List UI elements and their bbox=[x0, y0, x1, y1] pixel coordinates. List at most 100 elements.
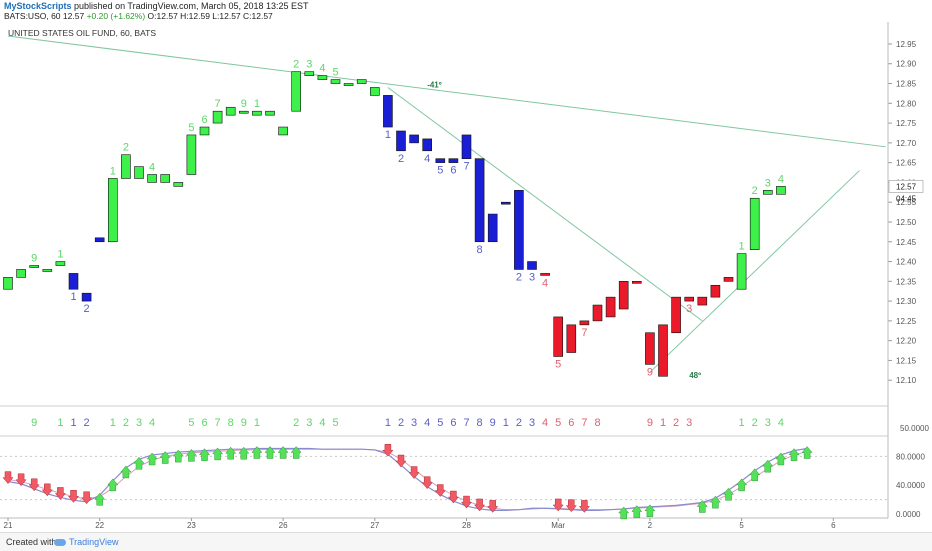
candle[interactable] bbox=[68, 273, 79, 290]
buy-arrow bbox=[709, 495, 721, 509]
bar-countdown: 04:45 bbox=[896, 194, 917, 203]
oscillator-line[interactable] bbox=[7, 447, 808, 511]
price-tick-label: 12.90 bbox=[896, 60, 917, 69]
candle[interactable] bbox=[422, 138, 433, 152]
candles[interactable] bbox=[3, 71, 786, 377]
time-tick-label: 6 bbox=[831, 521, 836, 530]
candle-count-label: 1 bbox=[739, 241, 745, 253]
candle[interactable] bbox=[684, 296, 695, 302]
candle[interactable] bbox=[173, 182, 184, 187]
candle[interactable] bbox=[343, 83, 354, 86]
author-link[interactable]: MyStockScripts bbox=[4, 1, 72, 11]
candle[interactable] bbox=[81, 292, 92, 302]
sell-arrow bbox=[67, 490, 80, 503]
candle[interactable] bbox=[94, 237, 105, 243]
candle[interactable] bbox=[16, 269, 26, 278]
candle[interactable] bbox=[776, 186, 786, 195]
sell-arrow bbox=[447, 490, 459, 504]
candle[interactable] bbox=[225, 106, 236, 116]
candle[interactable] bbox=[487, 213, 498, 243]
candle[interactable] bbox=[566, 324, 577, 353]
candle[interactable] bbox=[108, 178, 118, 243]
candle[interactable] bbox=[317, 75, 328, 80]
candle[interactable] bbox=[29, 265, 40, 268]
candle[interactable] bbox=[186, 134, 197, 175]
candle[interactable] bbox=[527, 261, 537, 270]
candle[interactable] bbox=[199, 126, 210, 136]
candle[interactable] bbox=[553, 316, 564, 357]
candle[interactable] bbox=[645, 332, 655, 365]
candle[interactable] bbox=[723, 277, 734, 282]
candle[interactable] bbox=[304, 71, 315, 76]
candle[interactable] bbox=[369, 87, 380, 96]
candle[interactable] bbox=[409, 134, 419, 144]
candle[interactable] bbox=[671, 296, 681, 334]
candle[interactable] bbox=[461, 134, 472, 159]
candle[interactable] bbox=[435, 158, 446, 163]
candle[interactable] bbox=[710, 284, 721, 298]
setup-count: 3 bbox=[765, 417, 771, 429]
candle[interactable] bbox=[762, 190, 773, 195]
candle-count-label: 3 bbox=[306, 59, 312, 71]
trendline[interactable] bbox=[387, 87, 703, 322]
candle[interactable] bbox=[514, 190, 524, 270]
setup-count: 6 bbox=[450, 417, 456, 429]
candle[interactable] bbox=[605, 296, 616, 318]
candle-count-label: 9 bbox=[241, 98, 247, 110]
sell-arrow bbox=[421, 476, 433, 490]
candle[interactable] bbox=[592, 304, 603, 322]
setup-count: 5 bbox=[188, 417, 194, 429]
candle[interactable] bbox=[383, 95, 393, 128]
price-tick-label: 12.95 bbox=[896, 40, 917, 49]
oscillator-pane[interactable]: 80.0000 40.0000 0.0000 bbox=[0, 443, 925, 520]
candle[interactable] bbox=[697, 296, 708, 306]
price-tick-label: 12.85 bbox=[896, 80, 917, 89]
chart-canvas[interactable]: UNITED STATES OIL FUND, 60, BATS 12.9512… bbox=[0, 0, 932, 532]
candle[interactable] bbox=[540, 273, 550, 276]
buy-arrow bbox=[159, 451, 171, 464]
candle[interactable] bbox=[500, 201, 511, 205]
candle[interactable] bbox=[579, 320, 590, 326]
symbol-label: BATS:USO, 60 bbox=[4, 11, 61, 21]
candle[interactable] bbox=[160, 174, 170, 183]
tradingview-logo[interactable]: TradingView bbox=[54, 537, 119, 547]
candle[interactable] bbox=[356, 79, 367, 84]
candle[interactable] bbox=[631, 281, 642, 284]
candle[interactable] bbox=[278, 126, 288, 136]
trendline[interactable] bbox=[649, 170, 860, 373]
sell-arrow bbox=[2, 471, 14, 484]
candle-count-label: 6 bbox=[201, 114, 207, 126]
candle[interactable] bbox=[396, 130, 406, 152]
candle-count-label: 4 bbox=[149, 162, 155, 174]
price-tick-label: 12.20 bbox=[896, 337, 917, 346]
trendlines[interactable]: -41º 48º bbox=[7, 35, 886, 380]
candle[interactable] bbox=[121, 154, 131, 179]
candle[interactable] bbox=[291, 71, 302, 112]
candle[interactable] bbox=[212, 110, 223, 124]
candle[interactable] bbox=[134, 166, 144, 179]
buy-arrow bbox=[238, 446, 250, 460]
candle[interactable] bbox=[239, 110, 249, 114]
candle[interactable] bbox=[55, 261, 66, 266]
candle[interactable] bbox=[749, 197, 760, 250]
setup-count: 2 bbox=[293, 417, 299, 429]
price-axis[interactable]: 12.9512.9012.8512.8012.7512.7012.6512.60… bbox=[888, 40, 917, 385]
candle[interactable] bbox=[252, 110, 262, 116]
time-axis[interactable]: 21 22 23 26 27 28 Mar 2 5 6 bbox=[4, 518, 837, 530]
setup-count: 6 bbox=[568, 417, 574, 429]
candle[interactable] bbox=[618, 281, 629, 310]
candle[interactable] bbox=[448, 158, 459, 163]
candle[interactable] bbox=[658, 324, 668, 377]
candle[interactable] bbox=[265, 110, 275, 116]
buy-arrow bbox=[120, 465, 132, 479]
candle[interactable] bbox=[42, 269, 53, 272]
sell-arrow bbox=[395, 454, 407, 468]
trendline[interactable] bbox=[7, 35, 886, 148]
setup-count: 3 bbox=[686, 417, 692, 429]
candle[interactable] bbox=[147, 174, 157, 183]
candle[interactable] bbox=[3, 277, 13, 290]
candle[interactable] bbox=[330, 79, 341, 84]
candle[interactable] bbox=[474, 158, 485, 243]
candle[interactable] bbox=[736, 253, 747, 290]
last-price: 12.57 bbox=[62, 11, 85, 21]
